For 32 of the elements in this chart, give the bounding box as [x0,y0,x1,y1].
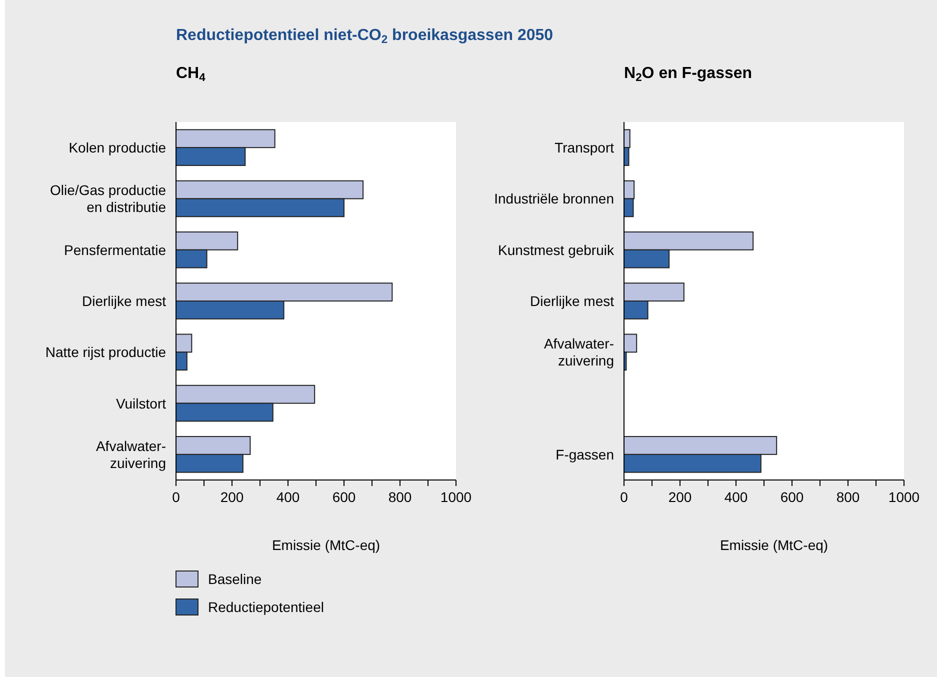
chart-title: N$_{2}$O en F-gassen [624,65,752,84]
x-axis-title: Emissie (MtC-eq) [272,537,380,553]
y-tick-label: Dierlijke mest [82,293,166,309]
y-tick-label: Dierlijke mest [530,293,614,309]
y-tick-label: Afvalwater- zuivering [544,336,614,369]
x-tick-label: 400 [724,489,748,505]
y-tick-label: Pensfermentatie [64,242,166,258]
y-tick-label: Industriële bronnen [494,190,614,207]
y-tick-label: Olie/Gas productie en distributie [50,182,166,216]
x-tick-label: 600 [780,489,804,505]
y-tick-label: Afvalwater- zuivering [96,438,166,471]
y-tick-label: Kunstmest gebruik [498,242,615,258]
x-tick-label: 600 [332,489,356,505]
x-tick-label: 1000 [888,489,920,505]
y-tick-label: Kolen productie [68,140,166,156]
y-tick-label: F-gassen [556,446,614,462]
x-tick-label: 200 [668,489,692,505]
x-axis-title: Emissie (MtC-eq) [720,537,828,553]
y-tick-label: Transport [554,140,614,156]
x-tick-label: 0 [620,489,628,505]
x-tick-label: 800 [388,489,412,505]
legend-label: Reductiepotentieel [208,599,324,615]
chart-subtitle: CH$_{4}$ [176,65,206,84]
x-tick-label: 0 [172,489,180,505]
legend-label: Baseline [208,571,262,587]
chart-title: Reductiepotentieel niet-CO$_{2}$ broeikasgassen 2050 [176,27,554,46]
y-tick-label: Natte rijst productie [45,344,166,360]
x-tick-label: 800 [836,489,860,505]
x-tick-label: 200 [220,489,244,505]
y-tick-label: Vuilstort [116,395,166,412]
x-tick-label: 400 [276,489,300,505]
x-tick-label: 1000 [440,489,472,505]
